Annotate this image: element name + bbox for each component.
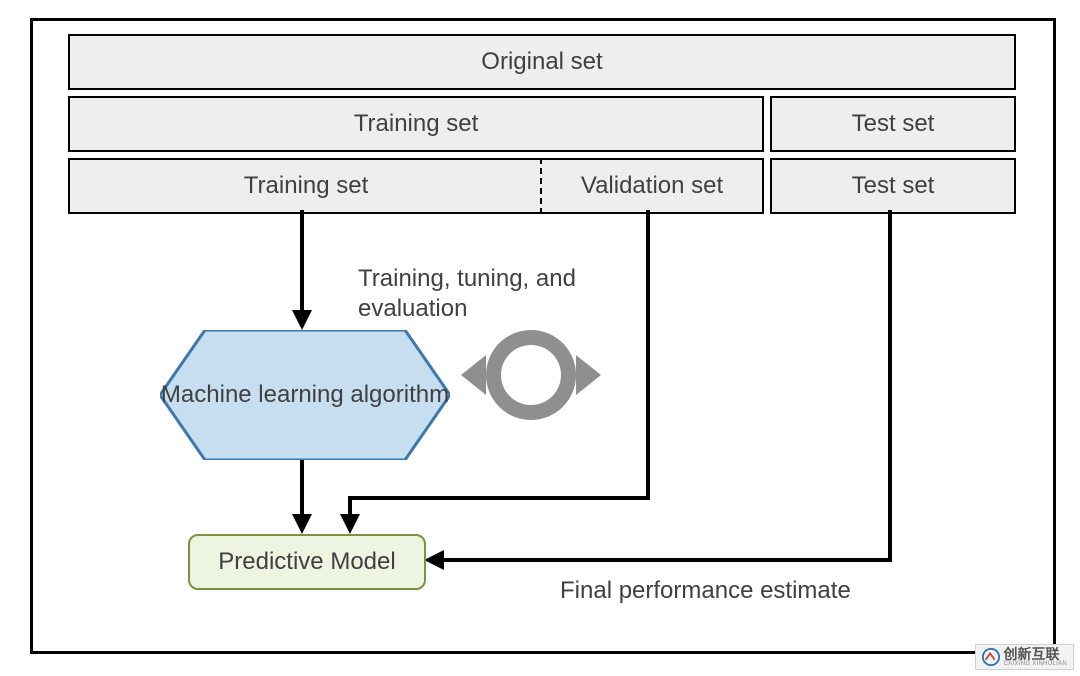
hexagon-label: Machine learning algorithm bbox=[161, 380, 449, 410]
watermark-logo-icon bbox=[982, 648, 1000, 666]
box-label: Predictive Model bbox=[218, 548, 395, 576]
box-predictive-model: Predictive Model bbox=[188, 534, 426, 590]
box-test-set-2: Test set bbox=[770, 158, 1016, 214]
watermark: 创新互联 CAIXING XINHULIAN bbox=[975, 644, 1074, 670]
hexagon-ml-algorithm: Machine learning algorithm bbox=[160, 330, 450, 460]
box-test-set-1: Test set bbox=[770, 96, 1016, 152]
cycle-icon bbox=[456, 300, 606, 450]
box-label: Training set bbox=[244, 172, 369, 200]
watermark-text: 创新互联 bbox=[1004, 647, 1067, 661]
box-training-set-2: Training set bbox=[68, 158, 544, 214]
diagram-canvas: Original set Training set Test set Train… bbox=[0, 0, 1080, 676]
box-label: Training set bbox=[354, 110, 479, 138]
box-original-set: Original set bbox=[68, 34, 1016, 90]
box-validation-set: Validation set bbox=[540, 158, 764, 214]
box-label: Test set bbox=[852, 110, 935, 138]
box-label: Test set bbox=[852, 172, 935, 200]
label-final-performance: Final performance estimate bbox=[560, 576, 851, 606]
box-label: Validation set bbox=[581, 172, 723, 200]
watermark-subtext: CAIXING XINHULIAN bbox=[1004, 661, 1067, 667]
box-label: Original set bbox=[481, 48, 602, 76]
box-training-set-1: Training set bbox=[68, 96, 764, 152]
